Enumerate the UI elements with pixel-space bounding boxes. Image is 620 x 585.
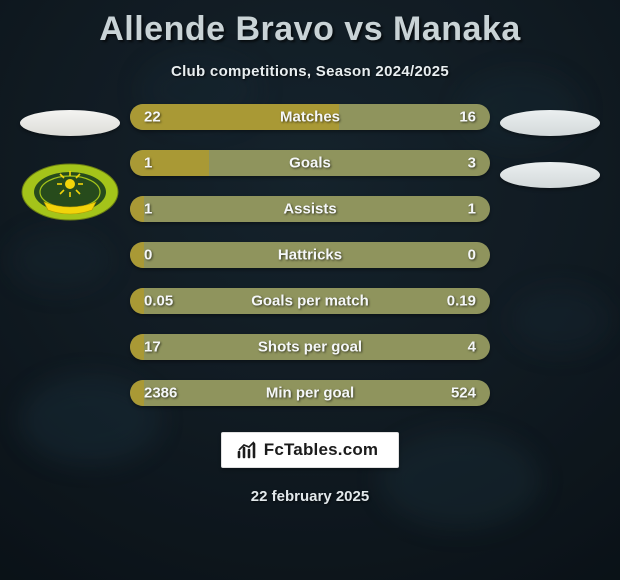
stat-label: Shots per goal	[258, 339, 362, 356]
stat-label: Matches	[280, 109, 340, 126]
stat-right-value: 1	[468, 201, 476, 218]
stat-bar: 17 Shots per goal 4	[130, 334, 490, 360]
stat-left-value: 22	[144, 109, 161, 126]
bar-chart-icon	[236, 441, 258, 459]
brand-text: FcTables.com	[264, 440, 379, 460]
date-label: 22 february 2025	[251, 488, 369, 505]
stat-label: Min per goal	[266, 385, 354, 402]
stat-right-value: 524	[451, 385, 476, 402]
stat-bar-fill	[130, 242, 144, 268]
stat-label: Hattricks	[278, 247, 342, 264]
right-club-placeholder-badge	[500, 162, 600, 188]
left-club-badge	[20, 162, 120, 227]
stat-right-value: 0	[468, 247, 476, 264]
stat-right-value: 0.19	[447, 293, 476, 310]
stat-label: Goals	[289, 155, 331, 172]
stats-bars: 22 Matches 16 1 Goals 3 1 Assists 1 0 Hattricks 0 0.…	[130, 104, 490, 406]
stat-bar-fill	[130, 196, 144, 222]
stat-bar: 0 Hattricks 0	[130, 242, 490, 268]
right-player-placeholder-badge	[500, 110, 600, 136]
stat-bar: 1 Goals 3	[130, 150, 490, 176]
stat-right-value: 3	[468, 155, 476, 172]
stat-bar: 2386 Min per goal 524	[130, 380, 490, 406]
stat-left-value: 2386	[144, 385, 177, 402]
stat-left-value: 1	[144, 155, 152, 172]
stat-right-value: 4	[468, 339, 476, 356]
comparison-area: 22 Matches 16 1 Goals 3 1 Assists 1 0 Hattricks 0 0.…	[0, 104, 620, 406]
stat-left-value: 1	[144, 201, 152, 218]
stat-bar-fill	[130, 150, 209, 176]
stat-bar-fill	[130, 334, 144, 360]
stat-bar-fill	[130, 380, 144, 406]
left-player-column	[10, 104, 130, 227]
stat-left-value: 17	[144, 339, 161, 356]
page-title: Allende Bravo vs Manaka	[99, 10, 521, 49]
stat-label: Assists	[283, 201, 336, 218]
brand-box[interactable]: FcTables.com	[221, 432, 400, 468]
stat-label: Goals per match	[251, 293, 369, 310]
stat-bar: 22 Matches 16	[130, 104, 490, 130]
stat-right-value: 16	[459, 109, 476, 126]
stat-left-value: 0	[144, 247, 152, 264]
right-player-column	[490, 104, 610, 188]
stat-left-value: 0.05	[144, 293, 173, 310]
page-subtitle: Club competitions, Season 2024/2025	[171, 63, 449, 80]
stat-bar-fill	[130, 288, 144, 314]
left-player-placeholder-badge	[20, 110, 120, 136]
stat-bar: 0.05 Goals per match 0.19	[130, 288, 490, 314]
stat-bar: 1 Assists 1	[130, 196, 490, 222]
